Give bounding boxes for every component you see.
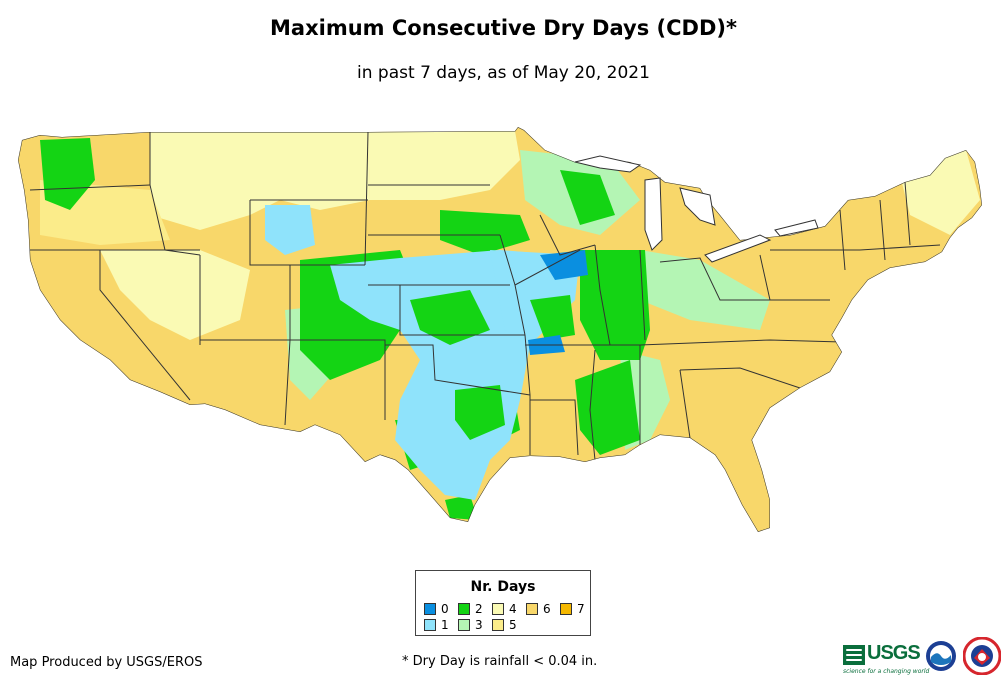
legend-label-4: 4	[509, 602, 517, 616]
legend-swatch-6	[526, 603, 538, 615]
legend-title: Nr. Days	[470, 579, 536, 595]
usgs-tagline: science for a changing world	[843, 668, 930, 675]
legend-label-7: 7	[577, 602, 585, 616]
legend-label-0: 0	[441, 602, 449, 616]
noaa-logo-icon	[926, 641, 956, 671]
usgs-wave-icon	[843, 645, 865, 665]
usgs-logo: USGS science for a changing world	[843, 642, 929, 675]
legend-label-6: 6	[543, 602, 551, 616]
legend-swatch-1	[424, 619, 436, 631]
legend-swatch-2	[458, 603, 470, 615]
legend: Nr. Days 0 1 2 3 4 5 6 7	[415, 570, 591, 636]
legend-swatch-3	[458, 619, 470, 631]
legend-swatch-0	[424, 603, 436, 615]
dry-day-footnote: * Dry Day is rainfall < 0.04 in.	[402, 654, 598, 669]
map-subtitle: in past 7 days, as of May 20, 2021	[357, 63, 650, 83]
legend-label-5: 5	[509, 618, 517, 632]
legend-label-1: 1	[441, 618, 449, 632]
legend-label-2: 2	[475, 602, 483, 616]
map-title: Maximum Consecutive Dry Days (CDD)*	[270, 16, 737, 40]
legend-label-3: 3	[475, 618, 483, 632]
nws-logo-icon	[963, 637, 1001, 675]
legend-swatch-5	[492, 619, 504, 631]
usgs-logo-text: USGS	[867, 642, 921, 664]
legend-swatch-7	[560, 603, 572, 615]
producer-credit: Map Produced by USGS/EROS	[10, 655, 203, 670]
legend-swatch-4	[492, 603, 504, 615]
